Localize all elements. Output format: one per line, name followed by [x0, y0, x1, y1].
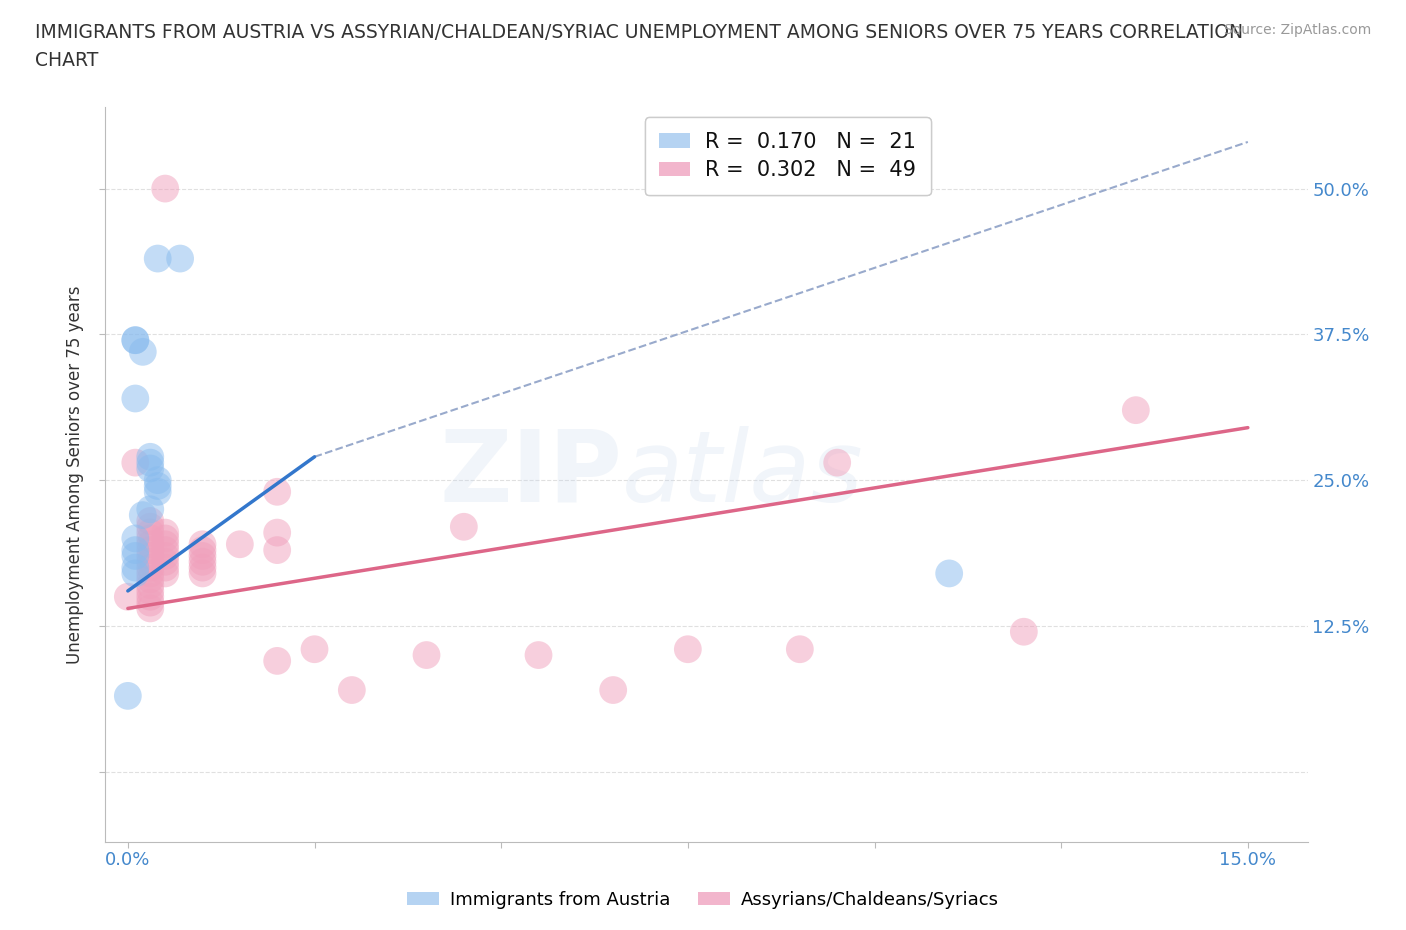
Point: [266, 543, 288, 558]
Point: [139, 601, 162, 616]
Point: [139, 583, 162, 598]
Point: [124, 549, 146, 564]
Point: [146, 472, 169, 487]
Legend: R =  0.170   N =  21, R =  0.302   N =  49: R = 0.170 N = 21, R = 0.302 N = 49: [644, 117, 931, 195]
Point: [602, 683, 624, 698]
Point: [139, 595, 162, 610]
Text: IMMIGRANTS FROM AUSTRIA VS ASSYRIAN/CHALDEAN/SYRIAC UNEMPLOYMENT AMONG SENIORS O: IMMIGRANTS FROM AUSTRIA VS ASSYRIAN/CHAL…: [35, 23, 1243, 42]
Point: [453, 519, 475, 534]
Point: [139, 525, 162, 540]
Point: [415, 647, 437, 662]
Point: [132, 508, 155, 523]
Legend: Immigrants from Austria, Assyrians/Chaldeans/Syriacs: Immigrants from Austria, Assyrians/Chald…: [399, 884, 1007, 916]
Point: [139, 513, 162, 528]
Point: [124, 455, 146, 470]
Text: ZIP: ZIP: [440, 426, 623, 523]
Point: [146, 485, 169, 499]
Point: [938, 566, 960, 581]
Point: [139, 449, 162, 464]
Text: CHART: CHART: [35, 51, 98, 70]
Point: [124, 531, 146, 546]
Text: 15.0%: 15.0%: [1219, 851, 1277, 869]
Point: [153, 525, 176, 540]
Point: [124, 566, 146, 581]
Point: [229, 537, 252, 551]
Point: [132, 344, 155, 359]
Point: [139, 502, 162, 517]
Point: [527, 647, 550, 662]
Point: [124, 333, 146, 348]
Point: [153, 537, 176, 551]
Point: [169, 251, 191, 266]
Point: [124, 560, 146, 575]
Point: [266, 485, 288, 499]
Point: [153, 566, 176, 581]
Point: [117, 590, 139, 604]
Point: [153, 531, 176, 546]
Point: [340, 683, 363, 698]
Point: [139, 572, 162, 587]
Point: [139, 590, 162, 604]
Point: [153, 560, 176, 575]
Point: [124, 391, 146, 405]
Point: [146, 251, 169, 266]
Point: [139, 566, 162, 581]
Point: [191, 543, 214, 558]
Point: [124, 543, 146, 558]
Y-axis label: Unemployment Among Seniors over 75 years: Unemployment Among Seniors over 75 years: [66, 286, 84, 663]
Point: [139, 519, 162, 534]
Point: [789, 642, 811, 657]
Point: [117, 688, 139, 703]
Point: [191, 554, 214, 569]
Point: [139, 578, 162, 592]
Point: [153, 554, 176, 569]
Point: [266, 525, 288, 540]
Point: [825, 455, 848, 470]
Point: [266, 654, 288, 669]
Text: atlas: atlas: [623, 426, 865, 523]
Point: [304, 642, 326, 657]
Point: [139, 461, 162, 476]
Point: [146, 479, 169, 494]
Point: [1125, 403, 1147, 418]
Point: [191, 566, 214, 581]
Point: [139, 560, 162, 575]
Text: Source: ZipAtlas.com: Source: ZipAtlas.com: [1223, 23, 1371, 37]
Point: [676, 642, 699, 657]
Point: [191, 537, 214, 551]
Point: [153, 181, 176, 196]
Point: [139, 455, 162, 470]
Point: [191, 549, 214, 564]
Text: 0.0%: 0.0%: [105, 851, 150, 869]
Point: [139, 543, 162, 558]
Point: [139, 537, 162, 551]
Point: [153, 543, 176, 558]
Point: [1012, 624, 1035, 639]
Point: [124, 333, 146, 348]
Point: [153, 549, 176, 564]
Point: [139, 554, 162, 569]
Point: [191, 560, 214, 575]
Point: [139, 531, 162, 546]
Point: [139, 549, 162, 564]
